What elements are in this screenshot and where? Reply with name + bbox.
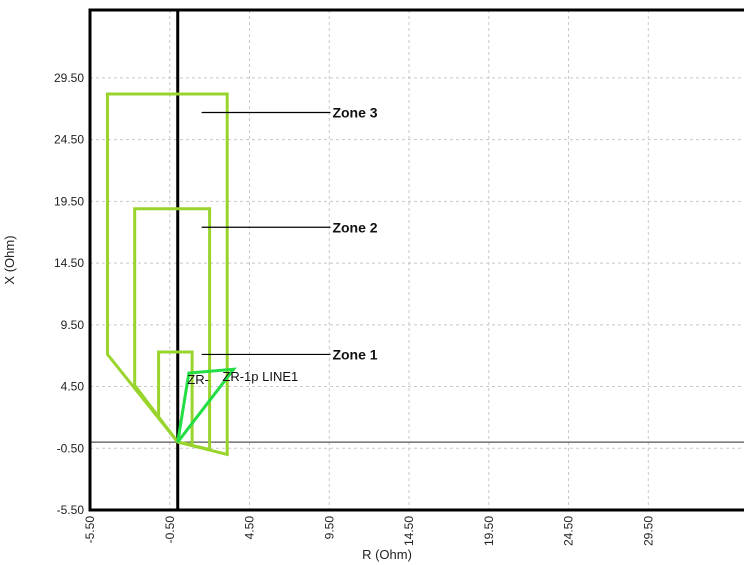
series-zone-3 — [106, 92, 229, 457]
x-tick-labels: -5.50 -0.50 4.50 9.50 14.50 19.50 24.50 29.50 — [83, 516, 655, 546]
x-axis-title: R (Ohm) — [362, 547, 412, 562]
x-tick-label: -5.50 — [83, 516, 97, 544]
y-tick-label: -5.50 — [57, 503, 85, 517]
x-tick-label: 29.50 — [641, 516, 655, 546]
x-tick-label: 24.50 — [562, 516, 576, 546]
series-zr-1p-line1 — [176, 367, 237, 444]
grid — [90, 10, 744, 510]
plot-frame — [88, 8, 744, 512]
annotation-label: Zone 3 — [332, 104, 377, 120]
y-tick-label: 29.50 — [54, 71, 84, 85]
annotation-label: Zone 2 — [332, 219, 377, 235]
reference-axes — [90, 10, 744, 510]
annotation-label: Zone 1 — [332, 346, 377, 362]
y-tick-label: -0.50 — [57, 441, 85, 455]
series-zone-1 — [157, 350, 194, 447]
x-tick-label: 14.50 — [402, 516, 416, 546]
annotations: Zone 3 Zone 2 Zone 1 ZR-1p LINE1 ZR- — [187, 104, 377, 387]
y-tick-label: 24.50 — [54, 133, 84, 147]
y-tick-labels: -5.50 -0.50 4.50 9.50 14.50 19.50 24.50 29.50 — [54, 71, 84, 517]
x-tick-label: 9.50 — [322, 516, 336, 540]
x-tick-label: 4.50 — [243, 516, 257, 540]
annotation-label: ZR- — [187, 372, 209, 387]
y-tick-label: 4.50 — [61, 380, 85, 394]
series-group — [106, 92, 237, 457]
y-tick-label: 19.50 — [54, 194, 84, 208]
y-tick-label: 9.50 — [61, 318, 85, 332]
series-zone-2 — [133, 207, 212, 452]
annotation-label: ZR-1p LINE1 — [222, 369, 298, 384]
y-axis-title: X (Ohm) — [2, 235, 17, 284]
x-tick-label: -0.50 — [163, 516, 177, 544]
y-tick-label: 14.50 — [54, 256, 84, 270]
x-tick-label: 19.50 — [482, 516, 496, 546]
